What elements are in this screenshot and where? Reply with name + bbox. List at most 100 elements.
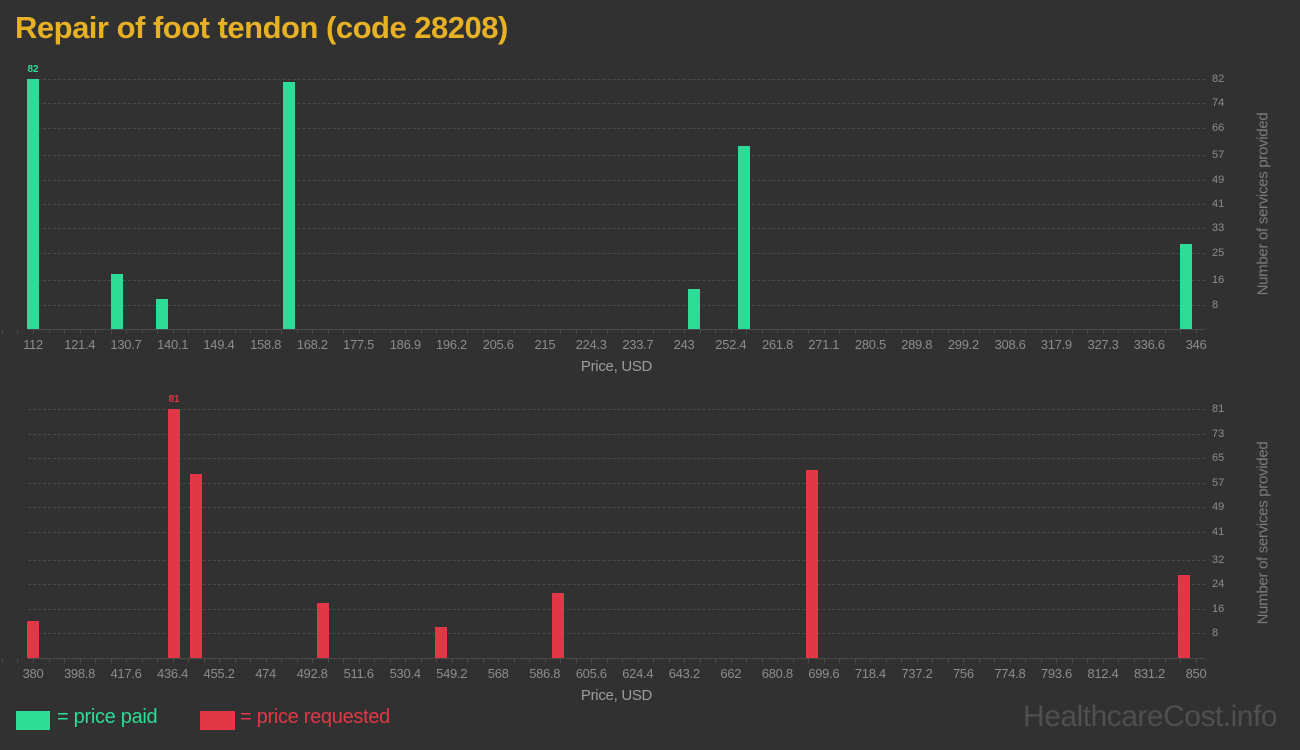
bar-price-requested[interactable]	[806, 470, 819, 658]
chart-title: Repair of foot tendon (code 28208)	[15, 10, 508, 45]
x-tick-label: 812.4	[1087, 666, 1119, 681]
axis-tick-mark	[544, 659, 546, 663]
y-tick-label: 49	[1212, 173, 1225, 186]
x-tick-label: 417.6	[110, 666, 142, 681]
gridline	[28, 127, 1205, 129]
axis-tick-mark	[48, 330, 50, 334]
axis-tick-mark	[544, 330, 546, 334]
x-tick-label: 850	[1185, 666, 1207, 681]
x-tick-label: 568	[487, 666, 509, 681]
x-tick-label: 455.2	[203, 666, 235, 681]
y-tick-label: 8	[1212, 298, 1219, 311]
axis-tick-mark	[1102, 330, 1104, 334]
axis-tick-mark	[265, 659, 267, 663]
axis-tick-mark	[498, 330, 500, 334]
axis-tick-mark	[389, 330, 391, 334]
axis-tick-mark	[854, 659, 856, 663]
x-tick-label: 261.8	[761, 337, 794, 352]
x-tick-label: 215	[534, 337, 556, 352]
axis-tick-mark	[963, 330, 965, 334]
price-requested-legend-label: = price requested	[240, 706, 390, 728]
axis-tick-mark	[1009, 330, 1011, 334]
x-tick-label: 737.2	[901, 666, 933, 681]
axis-tick-mark	[1040, 659, 1042, 663]
price-requested-swatch	[200, 711, 235, 730]
y-tick-label: 41	[1212, 525, 1225, 538]
x-tick-label: 346	[1185, 337, 1207, 352]
bar-price-paid[interactable]	[111, 274, 124, 329]
axis-tick-mark	[1, 330, 3, 334]
axis-tick-mark	[808, 659, 810, 663]
x-tick-label: 474	[255, 666, 276, 681]
axis-tick-mark	[994, 659, 996, 663]
axis-tick-mark	[885, 659, 887, 663]
x-tick-label: 699.6	[808, 666, 840, 681]
axis-tick-mark	[637, 659, 639, 663]
x-tick-label: 511.6	[343, 666, 374, 681]
x-axis-title: Price, USD	[580, 687, 653, 704]
axis-tick-mark	[622, 659, 624, 663]
bar-price-paid[interactable]	[688, 289, 701, 329]
axis-tick-mark	[17, 659, 19, 663]
bar-price-requested[interactable]	[190, 473, 203, 658]
bar-price-requested[interactable]	[435, 627, 448, 658]
bar-price-paid[interactable]	[27, 79, 39, 329]
x-tick-label: 140.1	[157, 337, 189, 352]
axis-tick-mark	[1102, 659, 1104, 663]
gridline	[28, 252, 1205, 254]
axis-tick-mark	[653, 659, 655, 663]
axis-tick-mark	[250, 330, 252, 334]
x-tick-label: 436.4	[157, 666, 189, 681]
x-tick-label: 793.6	[1040, 666, 1072, 681]
x-tick-label: 299.2	[947, 337, 979, 352]
gridline	[28, 433, 1205, 435]
bar-price-requested[interactable]	[316, 602, 329, 658]
y-tick-label: 16	[1212, 602, 1225, 615]
gridline	[28, 409, 1205, 410]
bar-price-paid[interactable]	[282, 82, 295, 329]
axis-tick-mark	[684, 659, 686, 663]
axis-tick-mark	[591, 330, 593, 334]
axis-tick-mark	[420, 659, 422, 663]
axis-tick-mark	[172, 659, 174, 663]
bar-price-requested[interactable]	[168, 409, 181, 658]
watermark: HealthcareCost.info	[1023, 700, 1277, 733]
axis-tick-mark	[606, 659, 608, 663]
axis-tick-mark	[17, 330, 19, 334]
axis-tick-mark	[327, 659, 329, 663]
bar-price-requested[interactable]	[27, 621, 39, 658]
axis-tick-mark	[1071, 659, 1073, 663]
x-tick-label: 774.8	[994, 666, 1026, 681]
axis-tick-mark	[529, 330, 531, 334]
x-tick-label: 643.2	[668, 666, 700, 681]
axis-tick-mark	[219, 330, 221, 334]
axis-tick-mark	[126, 659, 128, 663]
axis-tick-mark	[901, 330, 903, 334]
axis-tick-mark	[343, 659, 345, 663]
y-tick-label: 74	[1212, 97, 1225, 110]
bar-price-requested[interactable]	[1177, 575, 1190, 658]
axis-tick-mark	[560, 330, 562, 334]
x-tick-label: 158.8	[250, 337, 282, 352]
x-tick-label: 530.4	[389, 666, 421, 681]
axis-tick-mark	[653, 330, 655, 334]
axis-tick-mark	[358, 659, 360, 663]
gridline	[28, 584, 1205, 586]
x-tick-label: 205.6	[482, 337, 514, 352]
bar-price-requested[interactable]	[551, 593, 564, 658]
axis-tick-mark	[622, 330, 624, 334]
x-tick-label: 718.4	[854, 666, 886, 681]
axis-tick-mark	[1180, 330, 1182, 334]
axis-tick-mark	[1164, 659, 1166, 663]
axis-tick-mark	[792, 659, 794, 663]
x-tick-label: 243	[673, 337, 695, 352]
x-tick-label: 252.4	[715, 337, 747, 352]
bar-price-paid[interactable]	[737, 146, 750, 329]
axis-tick-mark	[1196, 659, 1197, 663]
bar-price-paid[interactable]	[156, 298, 169, 329]
y-tick-label: 41	[1212, 198, 1225, 210]
axis-tick-mark	[343, 330, 345, 334]
axis-tick-mark	[1133, 659, 1135, 663]
axis-tick-mark	[699, 659, 701, 663]
bar-price-paid[interactable]	[1180, 243, 1193, 329]
